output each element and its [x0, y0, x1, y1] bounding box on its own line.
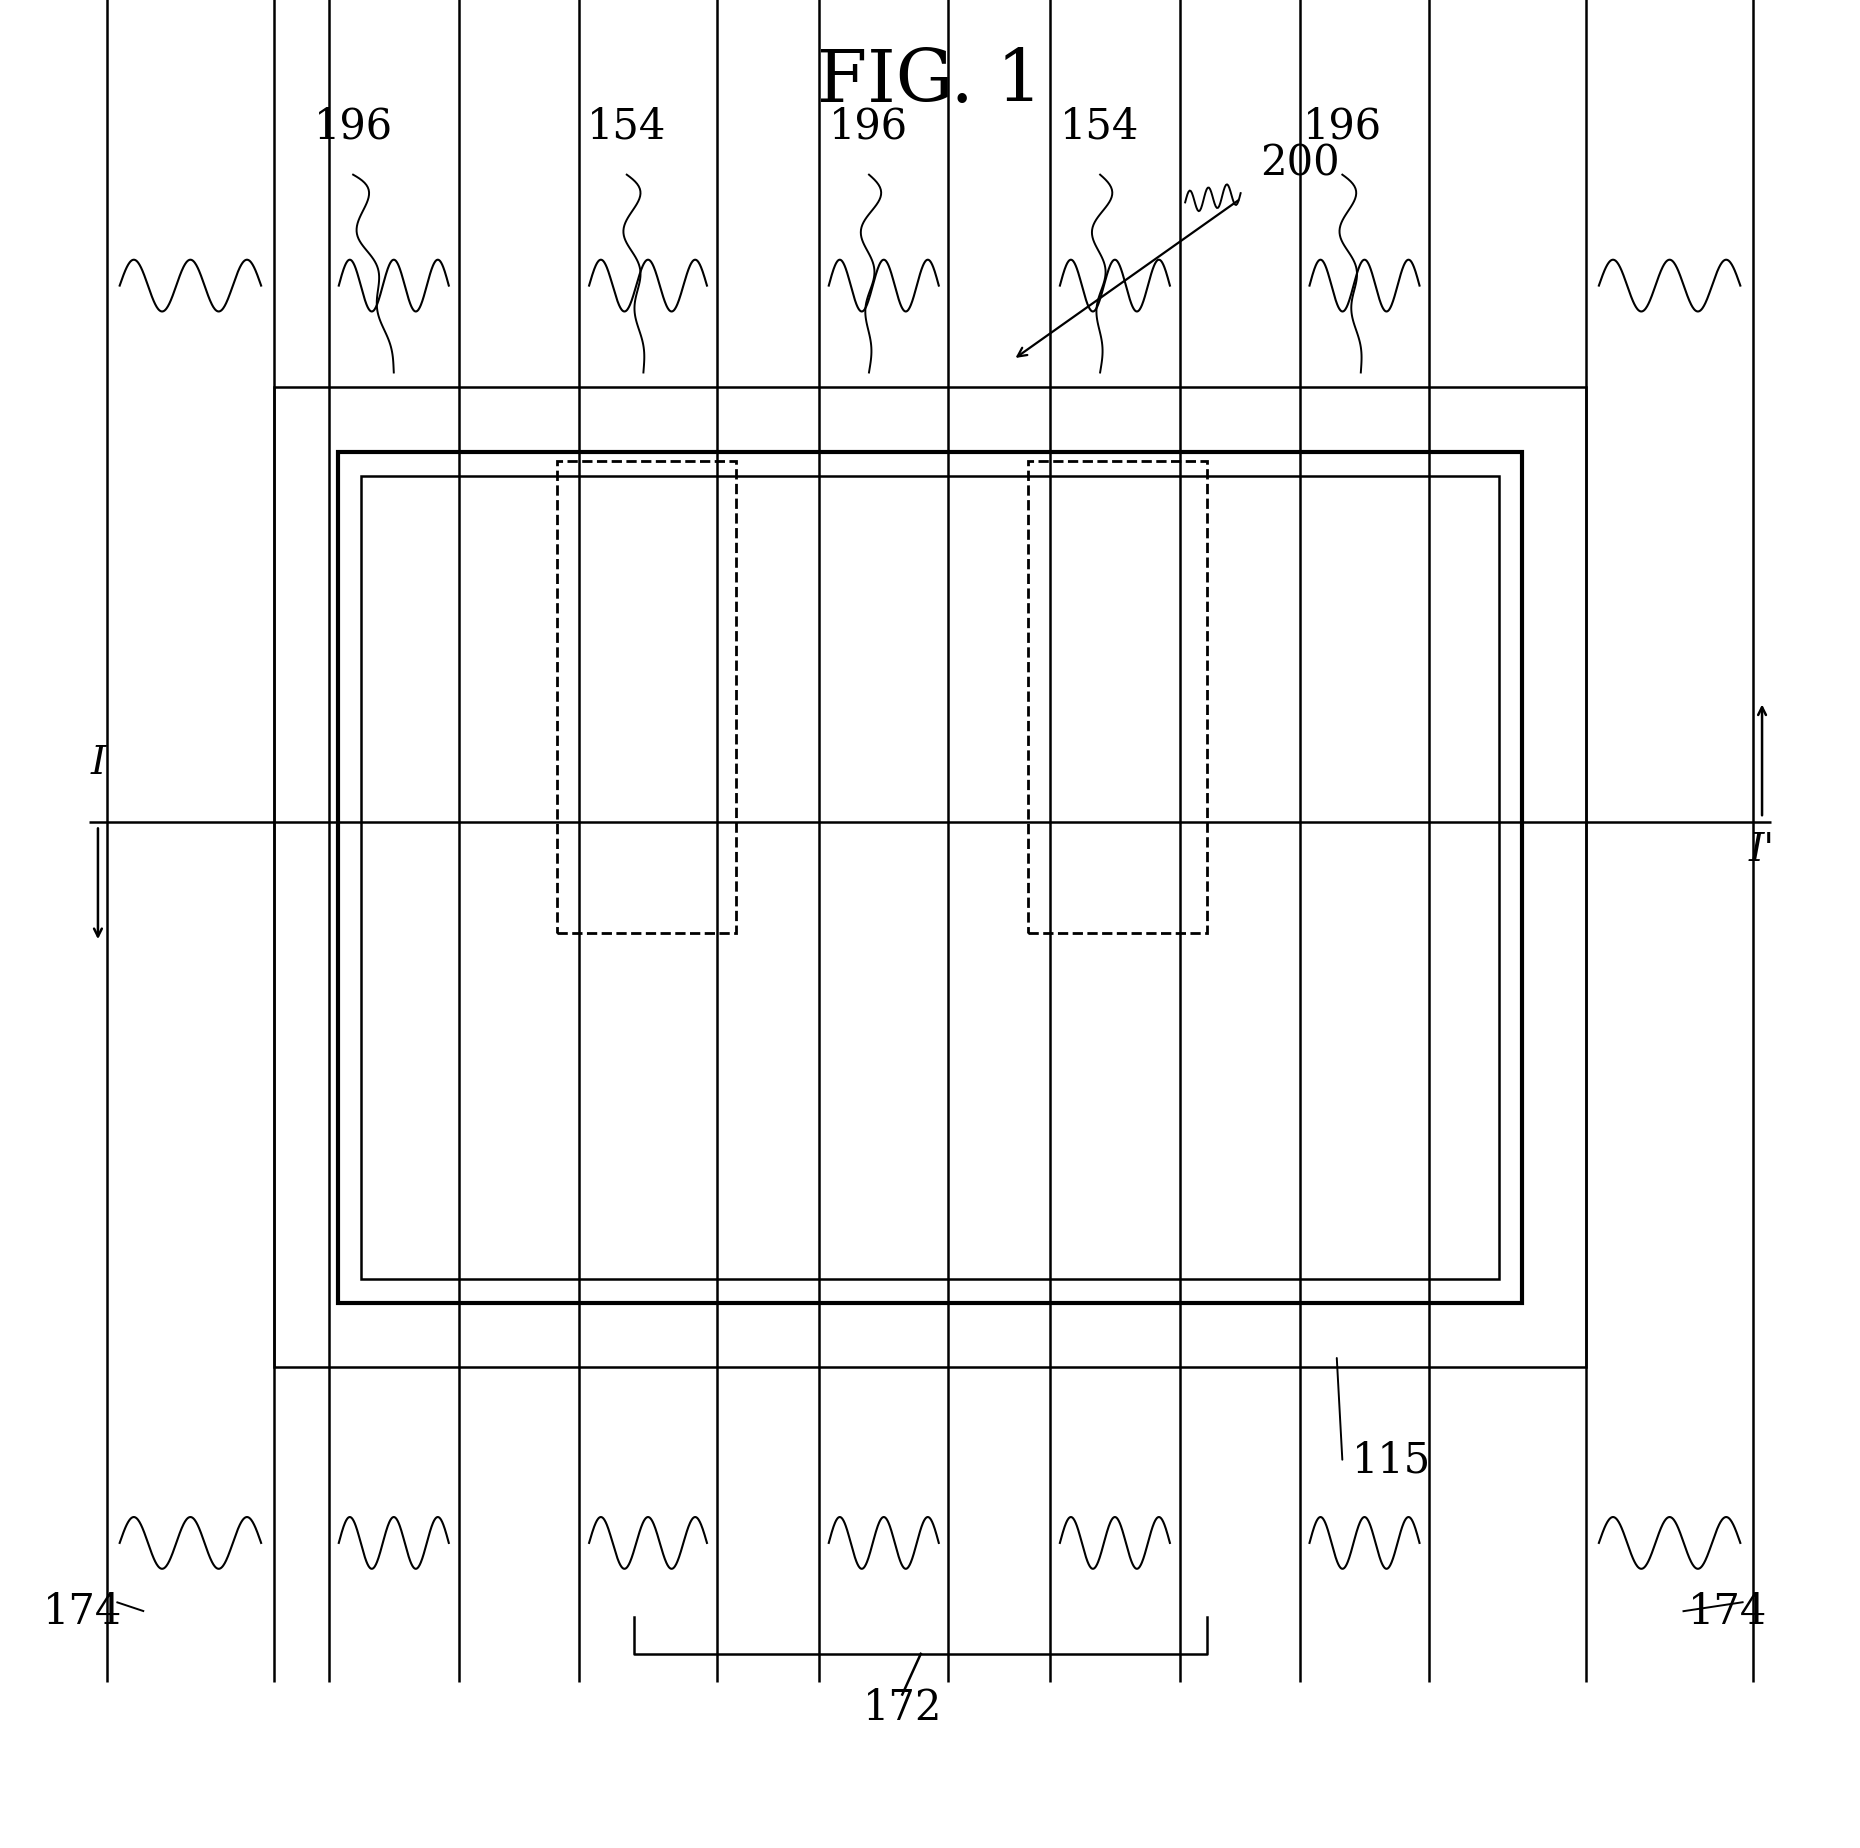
Text: 174: 174: [43, 1591, 123, 1632]
Bar: [339, 453, 1521, 1303]
Text: 200: 200: [1259, 142, 1339, 185]
Bar: [361, 477, 1499, 1279]
Text: 196: 196: [314, 105, 392, 148]
Text: 115: 115: [1352, 1440, 1430, 1480]
Text: I': I': [1748, 832, 1774, 869]
Text: FIG. 1: FIG. 1: [817, 46, 1043, 116]
Text: 154: 154: [588, 105, 666, 148]
Text: 196: 196: [830, 105, 908, 148]
Text: 154: 154: [1060, 105, 1140, 148]
Bar: [556, 462, 737, 933]
Bar: [1029, 462, 1207, 933]
Text: I: I: [91, 745, 106, 782]
Text: 196: 196: [1302, 105, 1382, 148]
Bar: [273, 388, 1587, 1368]
Text: 172: 172: [863, 1685, 941, 1728]
Text: 174: 174: [1689, 1591, 1767, 1632]
